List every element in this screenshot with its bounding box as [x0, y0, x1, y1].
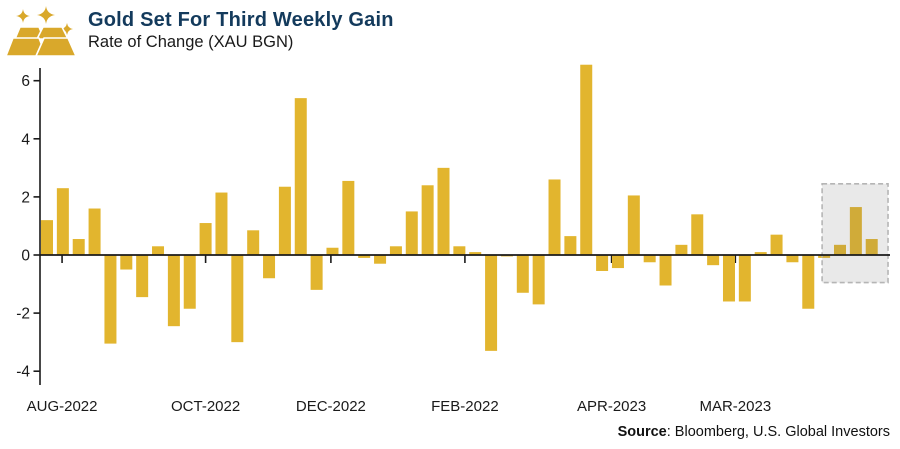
x-axis-label: MAR-2023	[699, 398, 771, 415]
bar	[247, 230, 260, 255]
bar	[167, 255, 180, 327]
y-axis-label: 0	[21, 248, 30, 265]
x-axis-label: DEC-2022	[296, 398, 366, 415]
bar	[263, 255, 276, 279]
bar	[231, 255, 244, 343]
bar	[215, 192, 228, 255]
bar	[342, 180, 355, 255]
bar	[485, 255, 498, 351]
x-axis-label: APR-2023	[577, 398, 646, 415]
bar	[738, 255, 751, 302]
bar	[469, 252, 482, 255]
bar	[659, 255, 672, 286]
source-text: : Bloomberg, U.S. Global Investors	[666, 424, 890, 440]
bar	[786, 255, 799, 263]
bar	[389, 246, 402, 255]
chart-header: Gold Set For Third Weekly Gain Rate of C…	[6, 6, 394, 58]
gold-bars-icon	[6, 6, 76, 57]
bar	[532, 255, 545, 305]
y-axis-label: 6	[21, 73, 30, 90]
bar	[707, 255, 720, 266]
bar	[643, 255, 656, 263]
bar	[675, 244, 688, 255]
y-axis-label: 2	[21, 189, 30, 206]
bar	[183, 255, 196, 309]
bar	[310, 255, 323, 290]
bar	[596, 255, 609, 271]
source-label: Source	[617, 424, 667, 440]
y-axis-label: -2	[16, 306, 30, 323]
highlight-box	[821, 183, 889, 284]
bar	[516, 255, 529, 293]
bar	[754, 252, 767, 255]
bar	[818, 255, 831, 258]
bar	[865, 239, 878, 255]
bar	[41, 220, 53, 255]
bar	[453, 246, 466, 255]
bar	[611, 255, 624, 269]
bar	[580, 64, 593, 255]
bar	[802, 255, 815, 309]
bar	[548, 179, 561, 255]
bar	[88, 208, 101, 255]
bar	[72, 239, 85, 255]
bar	[770, 234, 783, 255]
bar	[120, 255, 133, 270]
bar	[722, 255, 735, 302]
title-block: Gold Set For Third Weekly Gain Rate of C…	[88, 6, 394, 53]
bar	[691, 214, 704, 255]
bar	[294, 98, 307, 255]
x-axis-label: FEB-2022	[431, 398, 499, 415]
bar	[104, 255, 117, 344]
bar	[437, 167, 450, 255]
bar	[627, 195, 640, 255]
bar	[834, 244, 846, 255]
bar	[326, 247, 339, 255]
bar	[199, 223, 212, 255]
source-note: Source: Bloomberg, U.S. Global Investors	[618, 424, 890, 440]
bar	[56, 188, 69, 255]
chart-title: Gold Set For Third Weekly Gain	[88, 9, 394, 31]
bar	[564, 236, 577, 255]
x-axis-label: OCT-2022	[171, 398, 240, 415]
bar	[136, 255, 149, 298]
bar	[152, 246, 165, 255]
bar	[405, 211, 418, 255]
bar	[849, 207, 862, 255]
y-axis-label: -4	[16, 364, 30, 381]
bar	[358, 255, 371, 258]
y-axis-label: 4	[21, 131, 30, 148]
x-axis-label: AUG-2022	[27, 398, 98, 415]
bar	[421, 185, 434, 255]
bar	[278, 186, 291, 255]
chart-subtitle: Rate of Change (XAU BGN)	[88, 33, 294, 51]
bar	[374, 255, 387, 264]
